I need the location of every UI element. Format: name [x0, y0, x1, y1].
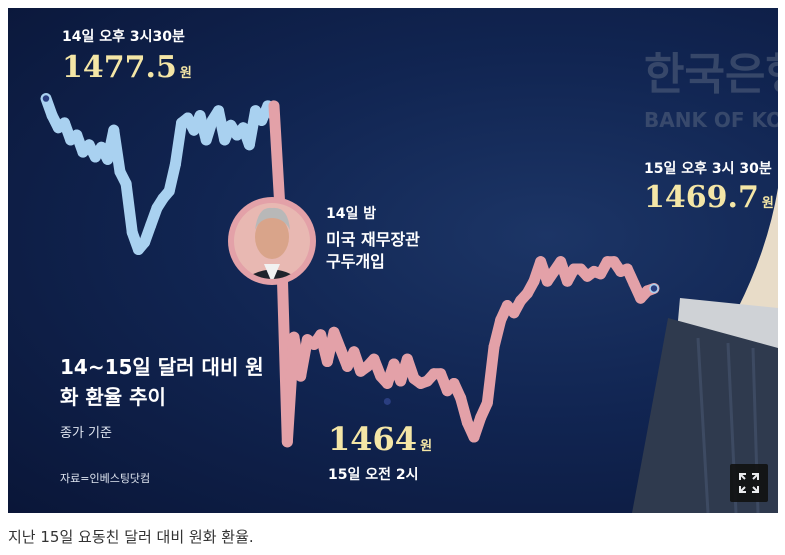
start-value-label: 1477.5 원 — [62, 50, 192, 85]
low-time-label: 15일 오전 2시 — [328, 467, 419, 483]
chart-title: 14~15일 달러 대비 원화 환율 추이 — [60, 355, 264, 409]
end-value-label: 1469.7 원 — [644, 180, 774, 215]
after-series-segment-4 — [295, 334, 313, 382]
expand-button[interactable] — [730, 464, 768, 502]
before-series-segment-13 — [120, 178, 138, 238]
low-value-label: 1464 원 — [328, 420, 433, 458]
chart-subtitle: 종가 기준 — [60, 426, 112, 441]
chart-source: 자료=인베스팅닷컴 — [60, 472, 151, 485]
before-series-segment-21 — [169, 117, 188, 170]
before-series-segment-11 — [108, 124, 126, 178]
event-time-label: 14일 밤 — [326, 206, 377, 222]
expand-icon — [739, 473, 759, 493]
start-time-label: 14일 오후 3시30분 — [62, 29, 185, 45]
low-point-marker — [383, 397, 391, 405]
chart-figure: 한국은행 BANK OF KOREA 14일 오후 3시 — [8, 8, 778, 513]
end-point-marker — [649, 283, 659, 294]
person-portrait-icon — [228, 197, 316, 285]
background-sign-english: BANK OF KOREA — [644, 108, 778, 132]
end-time-label: 15일 오후 3시 30분 — [644, 161, 772, 177]
before-series-line — [40, 93, 280, 256]
after-series-line — [268, 100, 660, 448]
event-line1-label: 미국 재무장관 — [326, 230, 420, 249]
start-point-marker — [41, 93, 51, 104]
event-line2-label: 구두개입 — [326, 252, 385, 271]
figure-caption: 지난 15일 요동친 달러 대비 원화 환율. — [8, 528, 254, 546]
after-series-segment-32 — [481, 341, 500, 409]
background-sign-korean: 한국은행 — [644, 49, 778, 100]
